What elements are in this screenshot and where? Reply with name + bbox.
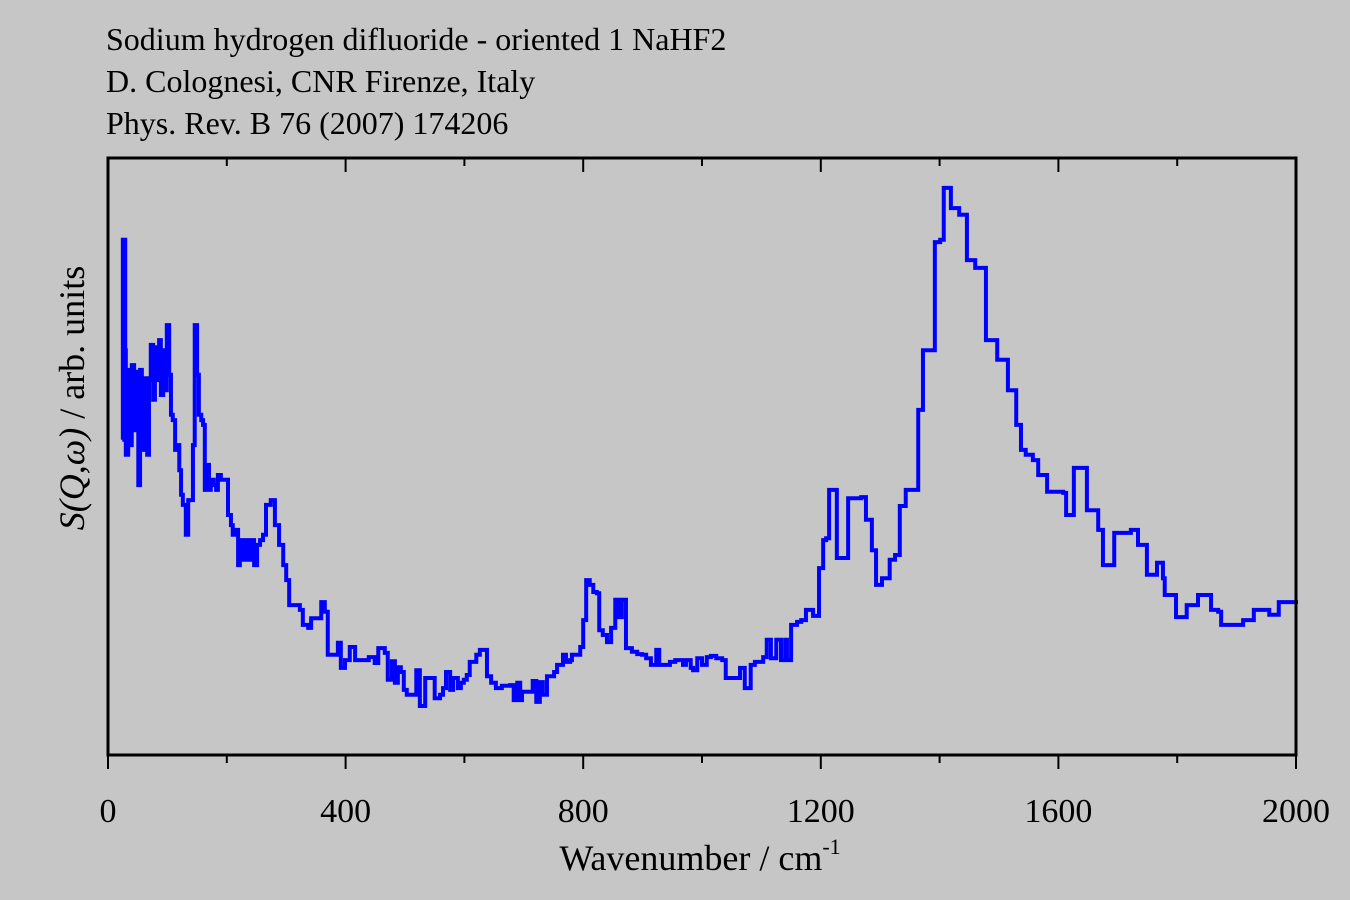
x-tick-label: 0 — [100, 793, 117, 830]
y-axis-label: S(Q,ω) / arb. units — [52, 266, 92, 530]
x-axis-ticks — [107, 158, 1297, 769]
chart-title-line-1: Sodium hydrogen difluoride - oriented 1 … — [106, 21, 726, 57]
x-tick-label: 1600 — [1024, 793, 1092, 830]
x-axis-label-text: Wavenumber / cm — [559, 838, 822, 878]
x-tick-label: 2000 — [1262, 793, 1330, 830]
plot-frame — [106, 156, 1298, 757]
x-tick-label: 800 — [558, 793, 609, 830]
y-axis-label-units: / arb. units — [52, 266, 92, 428]
y-axis-label-symbol: S(Q,ω) — [52, 428, 92, 530]
x-tick-label: 1200 — [787, 793, 855, 830]
x-axis-label: Wavenumber / cm-1 — [559, 834, 840, 878]
x-axis-label-superscript: -1 — [822, 834, 840, 859]
chart-title-line-2: D. Colognesi, CNR Firenze, Italy — [106, 63, 535, 99]
chart-title-line-3: Phys. Rev. B 76 (2007) 174206 — [106, 105, 508, 141]
x-axis-tick-labels: 0 400 800 1200 1600 2000 — [100, 793, 1331, 830]
x-tick-label: 400 — [320, 793, 371, 830]
spectrum-series-line — [120, 185, 1298, 709]
